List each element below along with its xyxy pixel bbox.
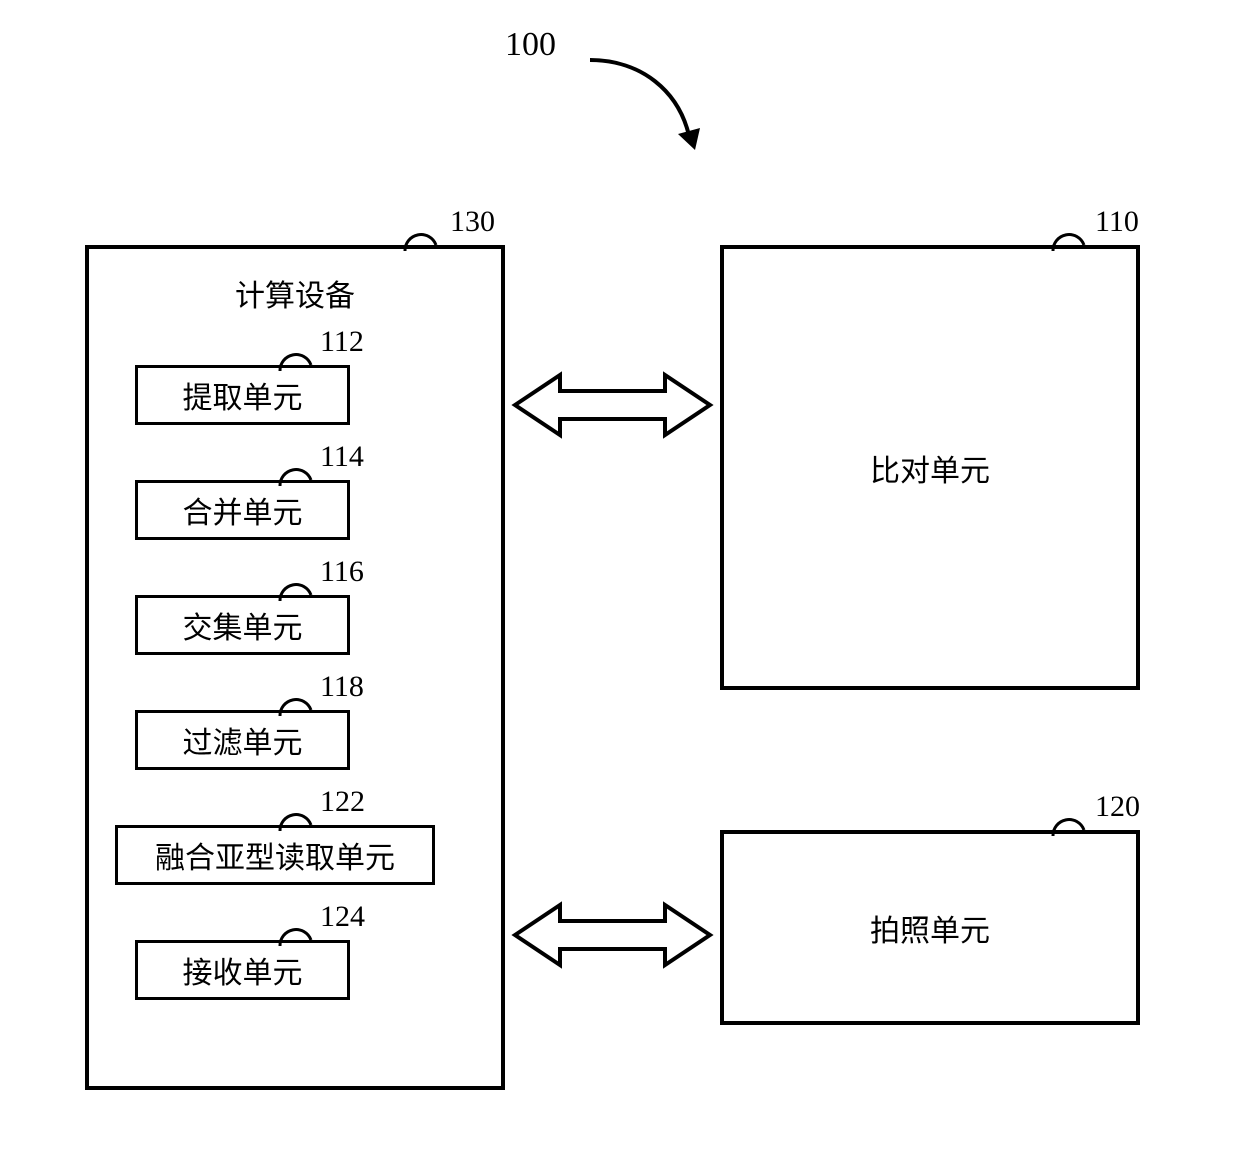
ref-116: 116: [320, 555, 364, 589]
unit-116: 交集单元: [135, 595, 350, 655]
unit-112-text: 提取单元: [183, 373, 303, 417]
unit-118-text: 过滤单元: [183, 718, 303, 762]
ref-124: 124: [320, 900, 365, 934]
unit-118: 过滤单元: [135, 710, 350, 770]
diagram-canvas: 100 计算设备 130 比对单元 110 拍照单元 120 提取单元 112 …: [0, 0, 1240, 1150]
unit-116-text: 交集单元: [183, 603, 303, 647]
photo-unit-text: 拍照单元: [870, 906, 990, 950]
unit-124-text: 接收单元: [183, 948, 303, 992]
ref-112: 112: [320, 325, 364, 359]
ref-114: 114: [320, 440, 364, 474]
unit-114-text: 合并单元: [183, 488, 303, 532]
box-compare-unit: 比对单元: [720, 245, 1140, 690]
box-photo-unit: 拍照单元: [720, 830, 1140, 1025]
unit-112: 提取单元: [135, 365, 350, 425]
ref-120: 120: [1095, 790, 1140, 824]
ref-122: 122: [320, 785, 365, 819]
figure-ref-100: 100: [505, 26, 556, 64]
double-arrows: [515, 375, 710, 965]
computing-device-title: 计算设备: [89, 271, 501, 315]
ref-110: 110: [1095, 205, 1139, 239]
unit-122-text: 融合亚型读取单元: [155, 833, 395, 877]
compare-unit-text: 比对单元: [870, 446, 990, 490]
ref-118: 118: [320, 670, 364, 704]
unit-124: 接收单元: [135, 940, 350, 1000]
ref-130: 130: [450, 205, 495, 239]
unit-122: 融合亚型读取单元: [115, 825, 435, 885]
figure-ref-arrow: [590, 60, 700, 150]
unit-114: 合并单元: [135, 480, 350, 540]
